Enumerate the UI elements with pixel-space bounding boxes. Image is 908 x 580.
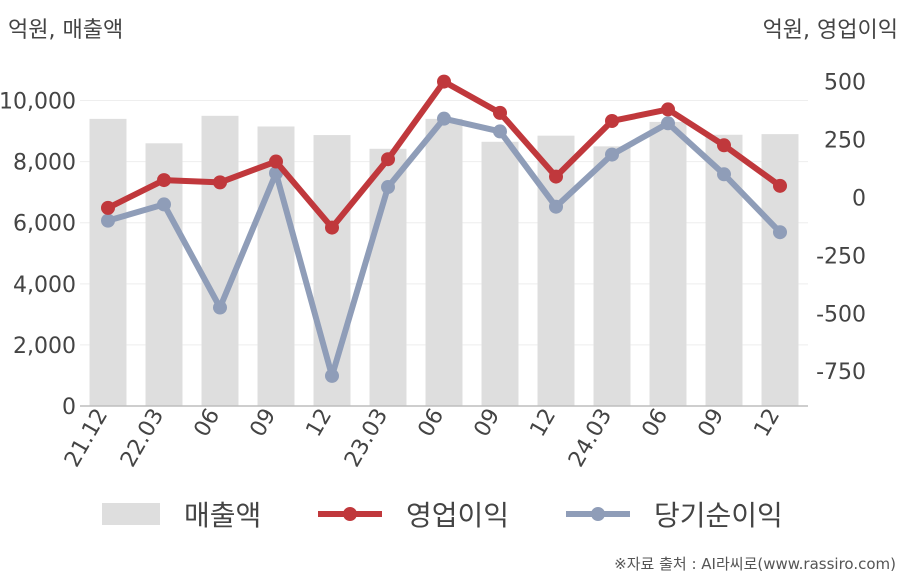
legend-item-operating-profit: 영업이익 xyxy=(318,492,509,536)
revenue-bar-6 xyxy=(425,118,463,406)
revenue-bar-4 xyxy=(313,135,351,406)
legend-swatch-operating-profit xyxy=(318,503,382,525)
revenue-bars xyxy=(89,115,799,407)
legend-swatch-net-income xyxy=(566,503,630,525)
operating-profit-point-9 xyxy=(605,113,619,128)
net-income-point-4 xyxy=(325,368,339,383)
right-y-tick-5: 500 xyxy=(824,71,866,96)
x-tick-3: 09 xyxy=(246,405,282,442)
revenue-bar-7 xyxy=(481,141,519,407)
right-y-tick-3: 0 xyxy=(852,186,866,211)
legend-label-revenue: 매출액 xyxy=(184,499,262,532)
net-income-point-1 xyxy=(157,197,171,212)
left-axis-unit: 억원, 매출액 xyxy=(8,18,124,43)
x-tick-labels: 21.12 22.03 06 09 12 23.03 06 09 12 24.03 06 09 12 xyxy=(60,405,785,472)
left-y-tick-2: 4,000 xyxy=(13,273,76,298)
x-tick-9: 24.03 xyxy=(564,405,617,472)
operating-profit-point-8 xyxy=(549,169,563,184)
net-income-point-8 xyxy=(549,199,563,214)
net-income-point-10 xyxy=(661,116,675,131)
revenue-bar-9 xyxy=(593,146,631,406)
x-tick-6: 06 xyxy=(414,405,450,442)
x-tick-8: 12 xyxy=(526,405,562,442)
operating-profit-point-0 xyxy=(101,200,115,215)
left-y-tick-5: 10,000 xyxy=(0,90,76,115)
operating-profit-point-7 xyxy=(493,105,507,120)
legend-label-net-income: 당기순이익 xyxy=(654,499,783,532)
left-y-tick-4: 8,000 xyxy=(13,151,76,176)
x-tick-4: 12 xyxy=(302,405,338,442)
net-income-point-2 xyxy=(213,300,227,315)
left-y-tick-3: 6,000 xyxy=(13,212,76,237)
operating-profit-point-1 xyxy=(157,173,171,188)
x-tick-10: 06 xyxy=(638,405,674,442)
x-tick-5: 23.03 xyxy=(340,405,393,472)
right-axis-unit: 억원, 영업이익 xyxy=(762,18,898,43)
right-y-tick-labels: -750 -500 -250 0 250 500 xyxy=(816,71,866,386)
right-y-tick-2: -250 xyxy=(816,244,866,269)
net-income-point-9 xyxy=(605,147,619,162)
net-income-point-11 xyxy=(717,167,731,182)
operating-profit-point-6 xyxy=(437,74,451,89)
x-tick-1: 22.03 xyxy=(116,405,169,472)
revenue-profit-chart: 0 2,000 4,000 6,000 8,000 10,000 -750 -500 -250… xyxy=(0,71,866,472)
source-credit: ※자료 출처 : AI라씨로(www.rassiro.com) xyxy=(614,555,896,573)
net-income-point-0 xyxy=(101,213,115,228)
right-y-tick-4: 250 xyxy=(824,129,866,154)
left-y-tick-labels: 0 2,000 4,000 6,000 8,000 10,000 xyxy=(0,90,76,420)
legend: 매출액 영업이익 당기순이익 xyxy=(0,492,908,536)
legend-swatch-revenue xyxy=(102,503,160,525)
revenue-bar-0 xyxy=(89,118,127,406)
x-tick-7: 09 xyxy=(470,405,506,442)
net-income-point-12 xyxy=(773,225,787,240)
revenue-bar-2 xyxy=(201,115,239,407)
legend-label-operating-profit: 영업이익 xyxy=(406,499,510,532)
net-income-point-6 xyxy=(437,111,451,126)
operating-profit-point-12 xyxy=(773,178,787,193)
operating-profit-point-11 xyxy=(717,138,731,153)
revenue-bar-10 xyxy=(649,121,687,406)
x-tick-2: 06 xyxy=(190,405,226,442)
right-y-tick-0: -750 xyxy=(816,360,866,385)
left-y-tick-0: 0 xyxy=(62,395,76,420)
net-income-point-7 xyxy=(493,124,507,139)
net-income-point-5 xyxy=(381,180,395,195)
operating-profit-point-10 xyxy=(661,102,675,117)
x-tick-12: 12 xyxy=(750,405,786,442)
operating-profit-point-3 xyxy=(269,154,283,169)
operating-profit-point-4 xyxy=(325,220,339,235)
left-y-tick-1: 2,000 xyxy=(13,334,76,359)
x-tick-11: 09 xyxy=(694,405,730,442)
right-y-tick-1: -500 xyxy=(816,302,866,327)
legend-item-revenue: 매출액 xyxy=(102,492,261,536)
legend-item-net-income: 당기순이익 xyxy=(566,492,783,536)
operating-profit-point-5 xyxy=(381,152,395,167)
operating-profit-point-2 xyxy=(213,175,227,190)
profit-lines xyxy=(101,74,787,383)
